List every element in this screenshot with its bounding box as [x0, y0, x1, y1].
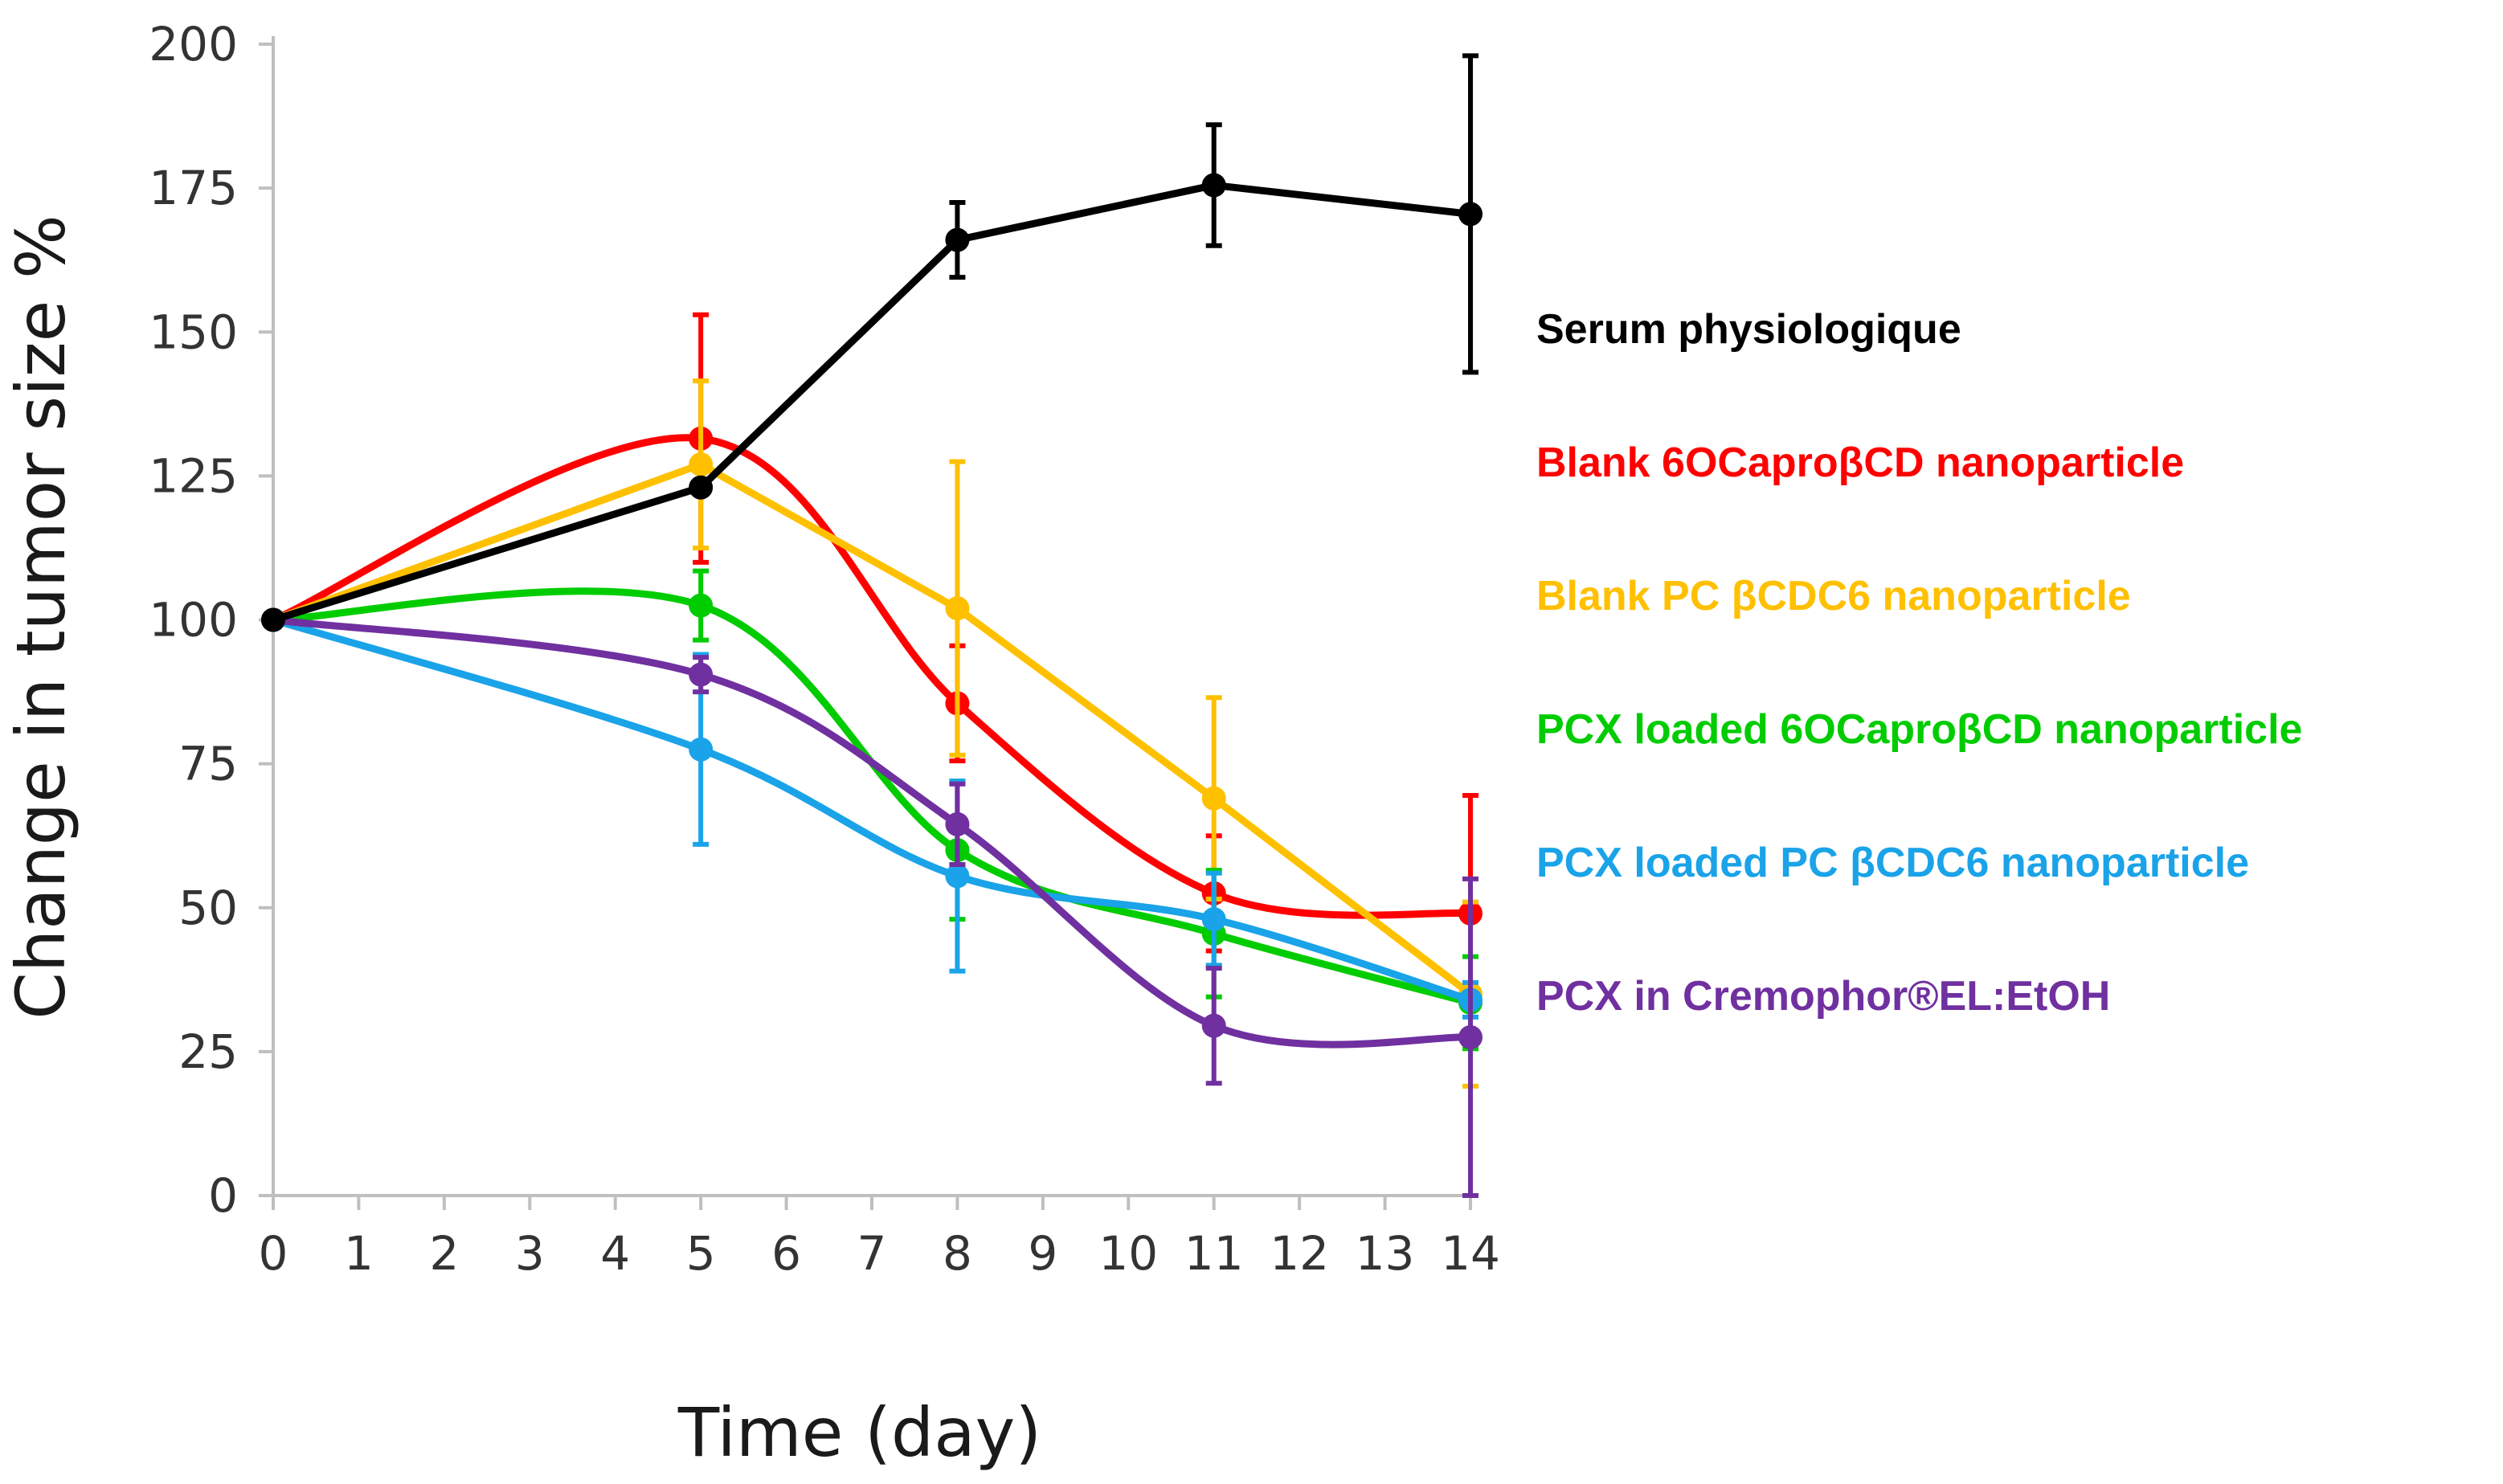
x-tick-label: 5 [686, 1226, 716, 1281]
data-point [689, 737, 714, 762]
y-tick-label: 25 [178, 1024, 238, 1079]
data-point [689, 593, 714, 618]
series-line [269, 587, 1474, 1007]
series-line [269, 616, 1474, 1049]
series-layer [261, 53, 1483, 1198]
data-point [689, 452, 714, 477]
y-tick-label: 200 [149, 17, 238, 72]
series-1 [261, 53, 1483, 632]
x-tick-label: 2 [429, 1226, 459, 1281]
data-point [689, 662, 714, 687]
series-line [269, 616, 1474, 1004]
data-point [945, 227, 970, 252]
y-tick-label: 50 [178, 881, 238, 935]
legend-entry: PCX loaded PC βCDC6 nanoparticle [1536, 840, 2249, 886]
y-tick-label: 100 [149, 593, 238, 648]
data-point [1201, 1013, 1226, 1038]
x-tick-label: 8 [943, 1226, 972, 1281]
y-tick-label: 75 [178, 737, 238, 791]
legend-entry: PCX loaded 6OCaproβCD nanoparticle [1536, 706, 2302, 753]
data-point [1201, 907, 1226, 932]
series-4 [261, 568, 1483, 1052]
data-point [1201, 173, 1226, 198]
x-axis-title: Time (day) [677, 1393, 1041, 1472]
series-2 [261, 312, 1483, 1034]
x-tick-label: 3 [515, 1226, 545, 1281]
legend-entry: Blank 6OCaproβCD nanoparticle [1536, 439, 2184, 486]
series-6 [261, 607, 1483, 1198]
series-line [269, 434, 1474, 919]
data-point [261, 607, 285, 632]
legend-entry: PCX in Cremophor®EL:EtOH [1536, 973, 2110, 1020]
x-tick-label: 10 [1098, 1226, 1158, 1281]
data-point [1201, 786, 1226, 811]
y-axis-title: Change in tumor size % [2, 215, 80, 1020]
legend: Serum physiologique Blank 6OCaproβCD nano… [1536, 306, 2302, 1020]
y-tick-label: 0 [208, 1168, 238, 1223]
series-3 [261, 378, 1483, 1089]
x-tick-label: 12 [1270, 1226, 1329, 1281]
x-tick-label: 7 [857, 1226, 887, 1281]
data-point [1458, 202, 1483, 227]
data-point [945, 864, 970, 889]
legend-entry: Blank PC βCDC6 nanoparticle [1536, 573, 2131, 619]
x-tick-label: 4 [600, 1226, 630, 1281]
x-tick-label: 0 [259, 1226, 288, 1281]
x-tick-label: 9 [1028, 1226, 1057, 1281]
y-tick-label: 150 [149, 305, 238, 359]
data-point [945, 596, 970, 621]
legend-entry: Serum physiologique [1536, 306, 1961, 353]
data-point [1458, 1024, 1483, 1049]
x-tick-label: 1 [344, 1226, 374, 1281]
x-tick-label: 11 [1184, 1226, 1244, 1281]
data-point [945, 811, 970, 836]
y-tick-label: 175 [149, 161, 238, 215]
x-tick-label: 14 [1441, 1226, 1500, 1281]
y-tick-label: 125 [149, 448, 238, 503]
x-tick-label: 13 [1356, 1226, 1415, 1281]
data-point [689, 475, 714, 500]
x-tick-label: 6 [771, 1226, 801, 1281]
